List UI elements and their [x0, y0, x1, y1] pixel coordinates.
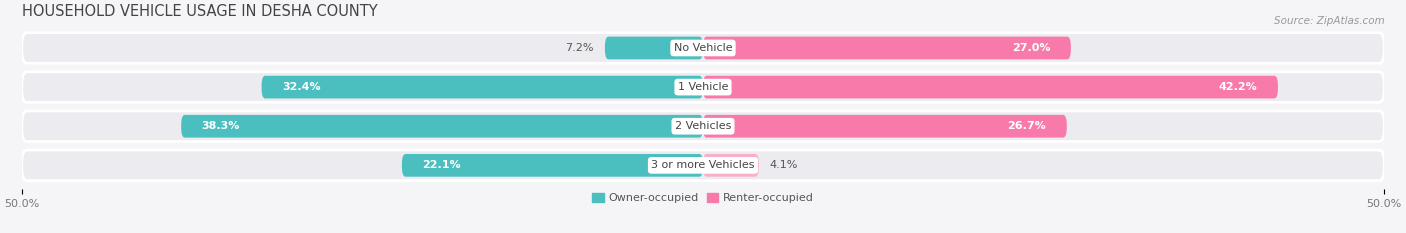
Text: 4.1%: 4.1%	[769, 160, 799, 170]
Text: 27.0%: 27.0%	[1012, 43, 1050, 53]
FancyBboxPatch shape	[703, 115, 1067, 137]
FancyBboxPatch shape	[21, 72, 1385, 102]
FancyBboxPatch shape	[21, 111, 1385, 141]
FancyBboxPatch shape	[21, 33, 1385, 63]
FancyBboxPatch shape	[21, 150, 1385, 181]
FancyBboxPatch shape	[703, 154, 759, 177]
Text: 1 Vehicle: 1 Vehicle	[678, 82, 728, 92]
FancyBboxPatch shape	[181, 115, 703, 137]
Text: 32.4%: 32.4%	[283, 82, 321, 92]
Text: 42.2%: 42.2%	[1219, 82, 1257, 92]
Text: 3 or more Vehicles: 3 or more Vehicles	[651, 160, 755, 170]
Text: No Vehicle: No Vehicle	[673, 43, 733, 53]
FancyBboxPatch shape	[605, 37, 703, 59]
Text: 7.2%: 7.2%	[565, 43, 593, 53]
Text: 26.7%: 26.7%	[1008, 121, 1046, 131]
Legend: Owner-occupied, Renter-occupied: Owner-occupied, Renter-occupied	[588, 189, 818, 208]
Text: HOUSEHOLD VEHICLE USAGE IN DESHA COUNTY: HOUSEHOLD VEHICLE USAGE IN DESHA COUNTY	[21, 4, 377, 19]
Text: Source: ZipAtlas.com: Source: ZipAtlas.com	[1274, 16, 1385, 26]
FancyBboxPatch shape	[703, 37, 1071, 59]
FancyBboxPatch shape	[402, 154, 703, 177]
FancyBboxPatch shape	[262, 76, 703, 99]
Text: 38.3%: 38.3%	[201, 121, 240, 131]
FancyBboxPatch shape	[703, 76, 1278, 99]
Text: 22.1%: 22.1%	[422, 160, 461, 170]
Text: 2 Vehicles: 2 Vehicles	[675, 121, 731, 131]
